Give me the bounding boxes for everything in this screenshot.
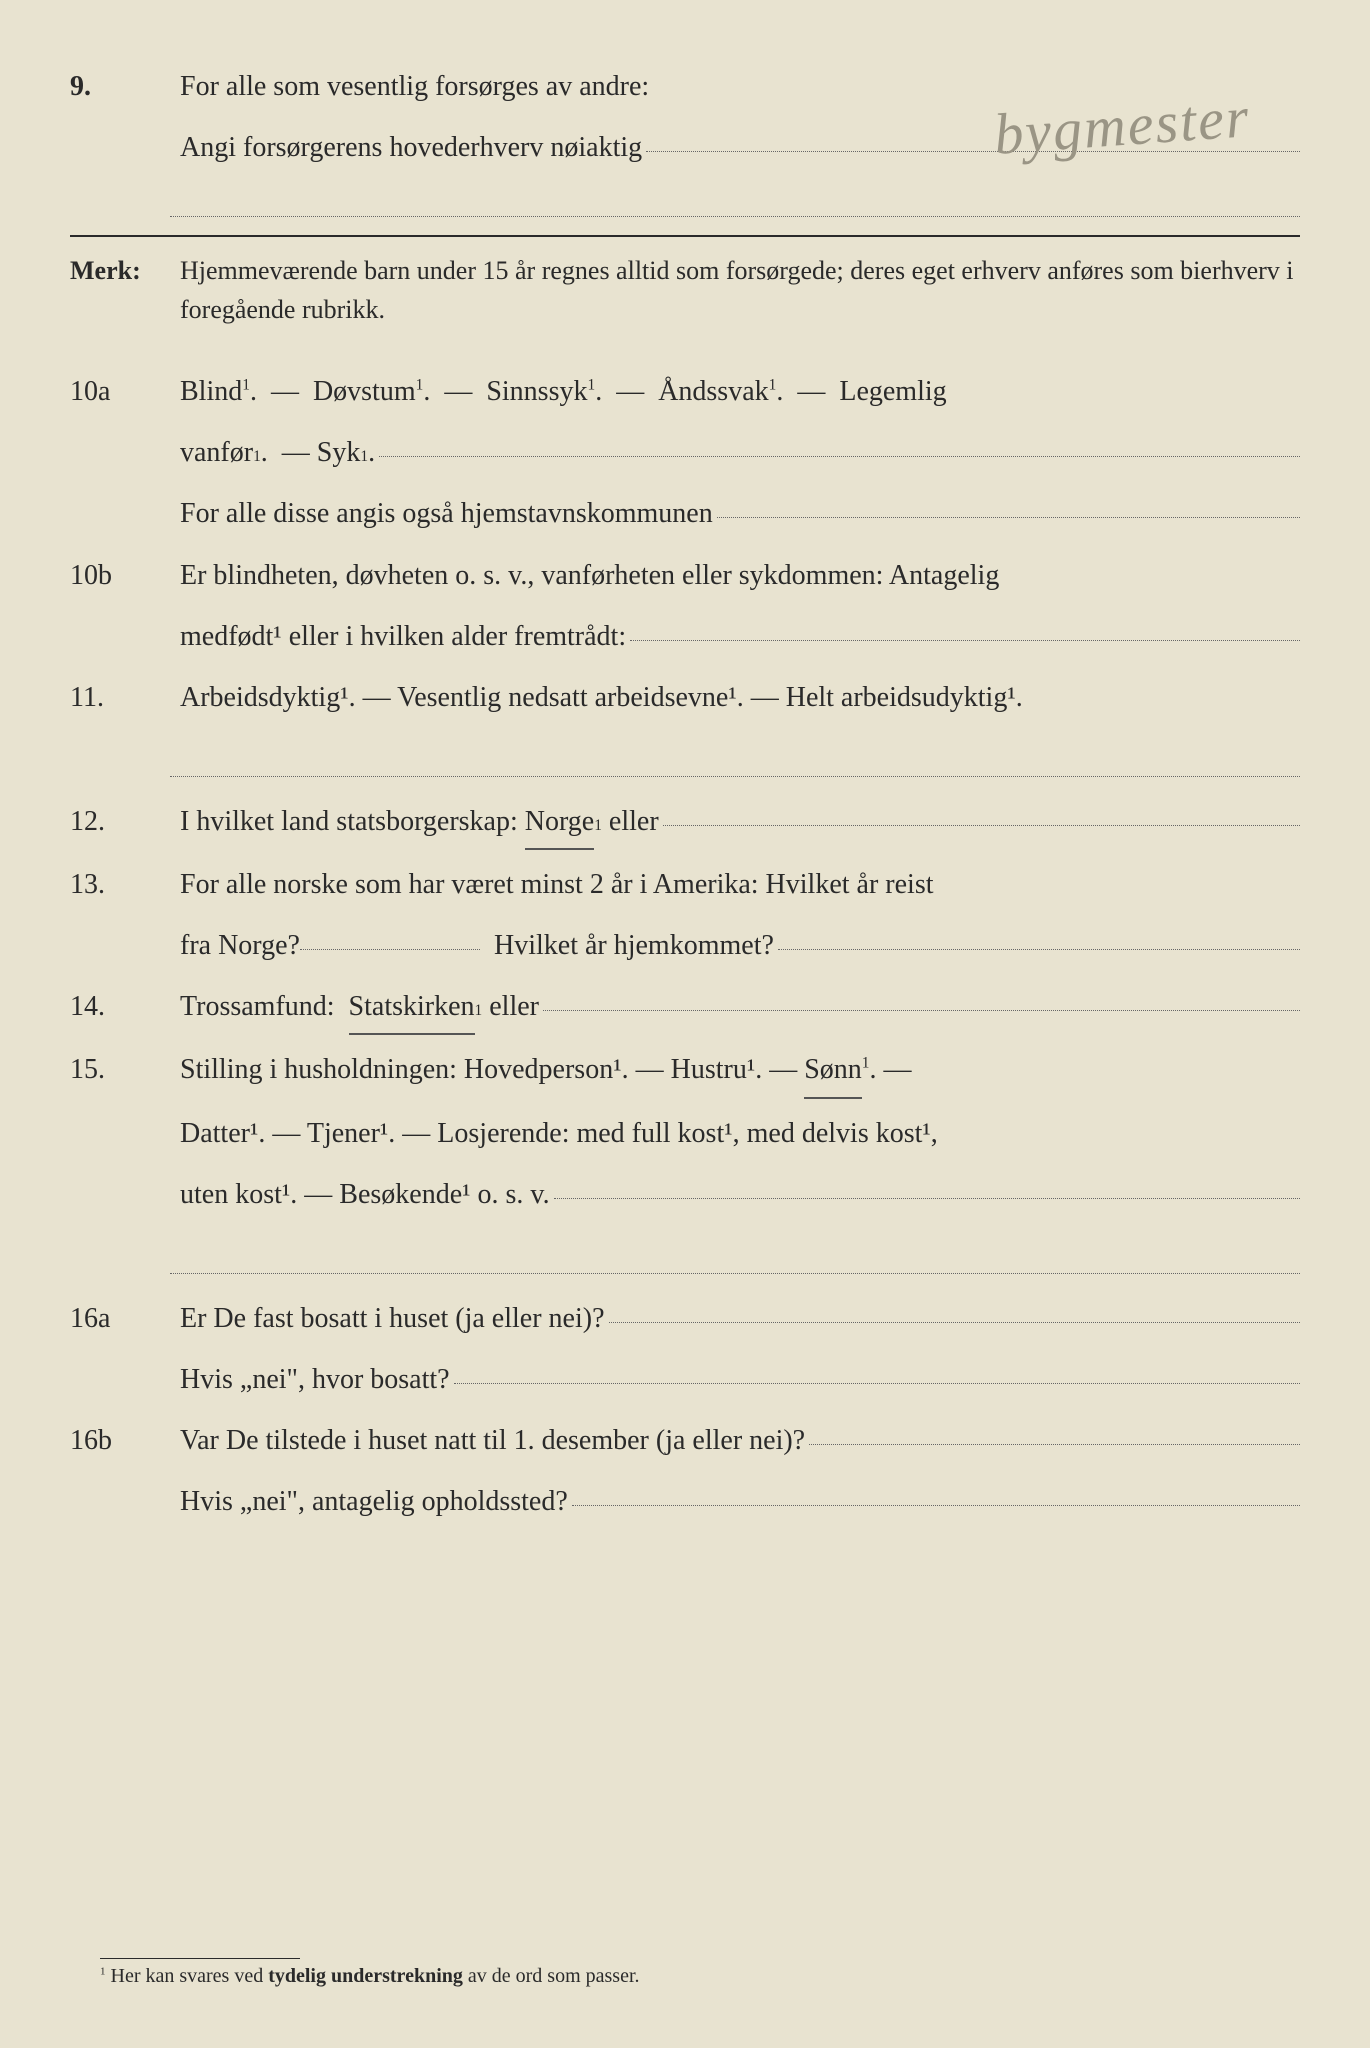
opt-andssvak: Åndssvak [658,376,768,407]
opt-legemlig: Legemlig [839,376,946,407]
opt-blind: Blind [180,376,242,407]
q13-number: 13. [70,858,180,911]
q10a-options: Blind1. — Døvstum1. — Sinnssyk1. — Åndss… [180,365,1300,418]
merk-label: Merk: [70,251,180,290]
q10b-line2: medfødt¹ eller i hvilken alder fremtrådt… [70,610,1300,663]
q12-pre: I hvilket land statsborgerskap: [180,795,518,848]
q13-hjemkommet: Hvilket år hjemkommet? [494,919,774,972]
q11-text: Arbeidsdyktig¹. — Vesentlig nedsatt arbe… [180,671,1300,724]
q12-number: 12. [70,795,180,848]
q9-text2: Angi forsørgerens hovederhverv nøiaktig [180,121,642,174]
q10a-line1: 10a Blind1. — Døvstum1. — Sinnssyk1. — Å… [70,365,1300,418]
opt-dovstum: Døvstum [313,376,416,407]
q10a-hjemstavn: For alle disse angis også hjemstavnskomm… [180,487,713,540]
q10b-text1: Er blindheten, døvheten o. s. v., vanfør… [180,549,1300,602]
q14-row: 14. Trossamfund: Statskirken1 eller [70,980,1300,1035]
q13-line2: fra Norge? Hvilket år hjemkommet? [70,919,1300,972]
opt-sinnssyk: Sinnssyk [486,376,587,407]
q15-text2: Datter¹. — Tjener¹. — Losjerende: med fu… [180,1107,1300,1160]
footnote-block: 1 Her kan svares ved tydelig understrekn… [100,1958,1300,1988]
q10a-line2: vanfør1. — Syk1. [70,426,1300,479]
divider-1 [70,235,1300,237]
q11-row: 11. Arbeidsdyktig¹. — Vesentlig nedsatt … [70,671,1300,724]
form-content: 9. For alle som vesentlig forsørges av a… [70,60,1300,1528]
q13-fra-norge: fra Norge? [180,919,300,972]
q16a-line1: 16a Er De fast bosatt i huset (ja eller … [70,1292,1300,1345]
q16a-number: 16a [70,1292,180,1345]
q10b-number: 10b [70,549,180,602]
document-page: 9. For alle som vesentlig forsørges av a… [0,0,1370,2048]
q12-norge: Norge [525,795,594,850]
q15-pre: Stilling i husholdningen: Hovedperson¹. … [180,1054,797,1085]
q15-sonn: Sønn [804,1043,862,1098]
q16b-number: 16b [70,1414,180,1467]
q14-pre: Trossamfund: [180,980,335,1033]
q15-number: 15. [70,1043,180,1096]
q15-blank-line [170,1239,1300,1274]
footnote-rule [100,1958,300,1959]
q10a-line3: For alle disse angis også hjemstavnskomm… [70,487,1300,540]
q15-post: . — [870,1054,912,1085]
q10b-line1: 10b Er blindheten, døvheten o. s. v., va… [70,549,1300,602]
q15-line1: 15. Stilling i husholdningen: Hovedperso… [70,1043,1300,1098]
q16b-line2: Hvis „nei", antagelig opholdssted? [70,1475,1300,1528]
q16b-text1: Var De tilstede i huset natt til 1. dese… [180,1414,805,1467]
merk-row: Merk: Hjemmeværende barn under 15 år reg… [70,251,1300,329]
q9-number: 9. [70,60,180,113]
q9-blank-line [170,182,1300,217]
q11-blank-line [170,742,1300,777]
q15-text3: uten kost¹. — Besøkende¹ o. s. v. [180,1168,550,1221]
q16b-line1: 16b Var De tilstede i huset natt til 1. … [70,1414,1300,1467]
opt-syk: Syk [317,426,361,479]
opt-vanfor: vanfør [180,426,253,479]
q16b-text2: Hvis „nei", antagelig opholdssted? [180,1475,568,1528]
q16a-text1: Er De fast bosatt i huset (ja eller nei)… [180,1292,605,1345]
q9-line2: Angi forsørgerens hovederhverv nøiaktig … [70,121,1300,174]
q15-line3: uten kost¹. — Besøkende¹ o. s. v. [70,1168,1300,1221]
q16a-text2: Hvis „nei", hvor bosatt? [180,1353,450,1406]
q11-number: 11. [70,671,180,724]
q16a-line2: Hvis „nei", hvor bosatt? [70,1353,1300,1406]
q15-line2: Datter¹. — Tjener¹. — Losjerende: med fu… [70,1107,1300,1160]
q13-line1: 13. For alle norske som har været minst … [70,858,1300,911]
q10b-text2: medfødt¹ eller i hvilken alder fremtrådt… [180,610,626,663]
q13-text1: For alle norske som har været minst 2 år… [180,858,1300,911]
merk-text: Hjemmeværende barn under 15 år regnes al… [180,251,1300,329]
q10a-number: 10a [70,365,180,418]
q12-post: eller [609,795,659,848]
q14-post: eller [489,980,539,1033]
q14-number: 14. [70,980,180,1033]
q12-row: 12. I hvilket land statsborgerskap: Norg… [70,795,1300,850]
footnote-text: 1 Her kan svares ved tydelig understrekn… [100,1965,1300,1988]
q14-statskirken: Statskirken [349,980,475,1035]
q9-handwritten-answer: bygmester [990,62,1253,190]
